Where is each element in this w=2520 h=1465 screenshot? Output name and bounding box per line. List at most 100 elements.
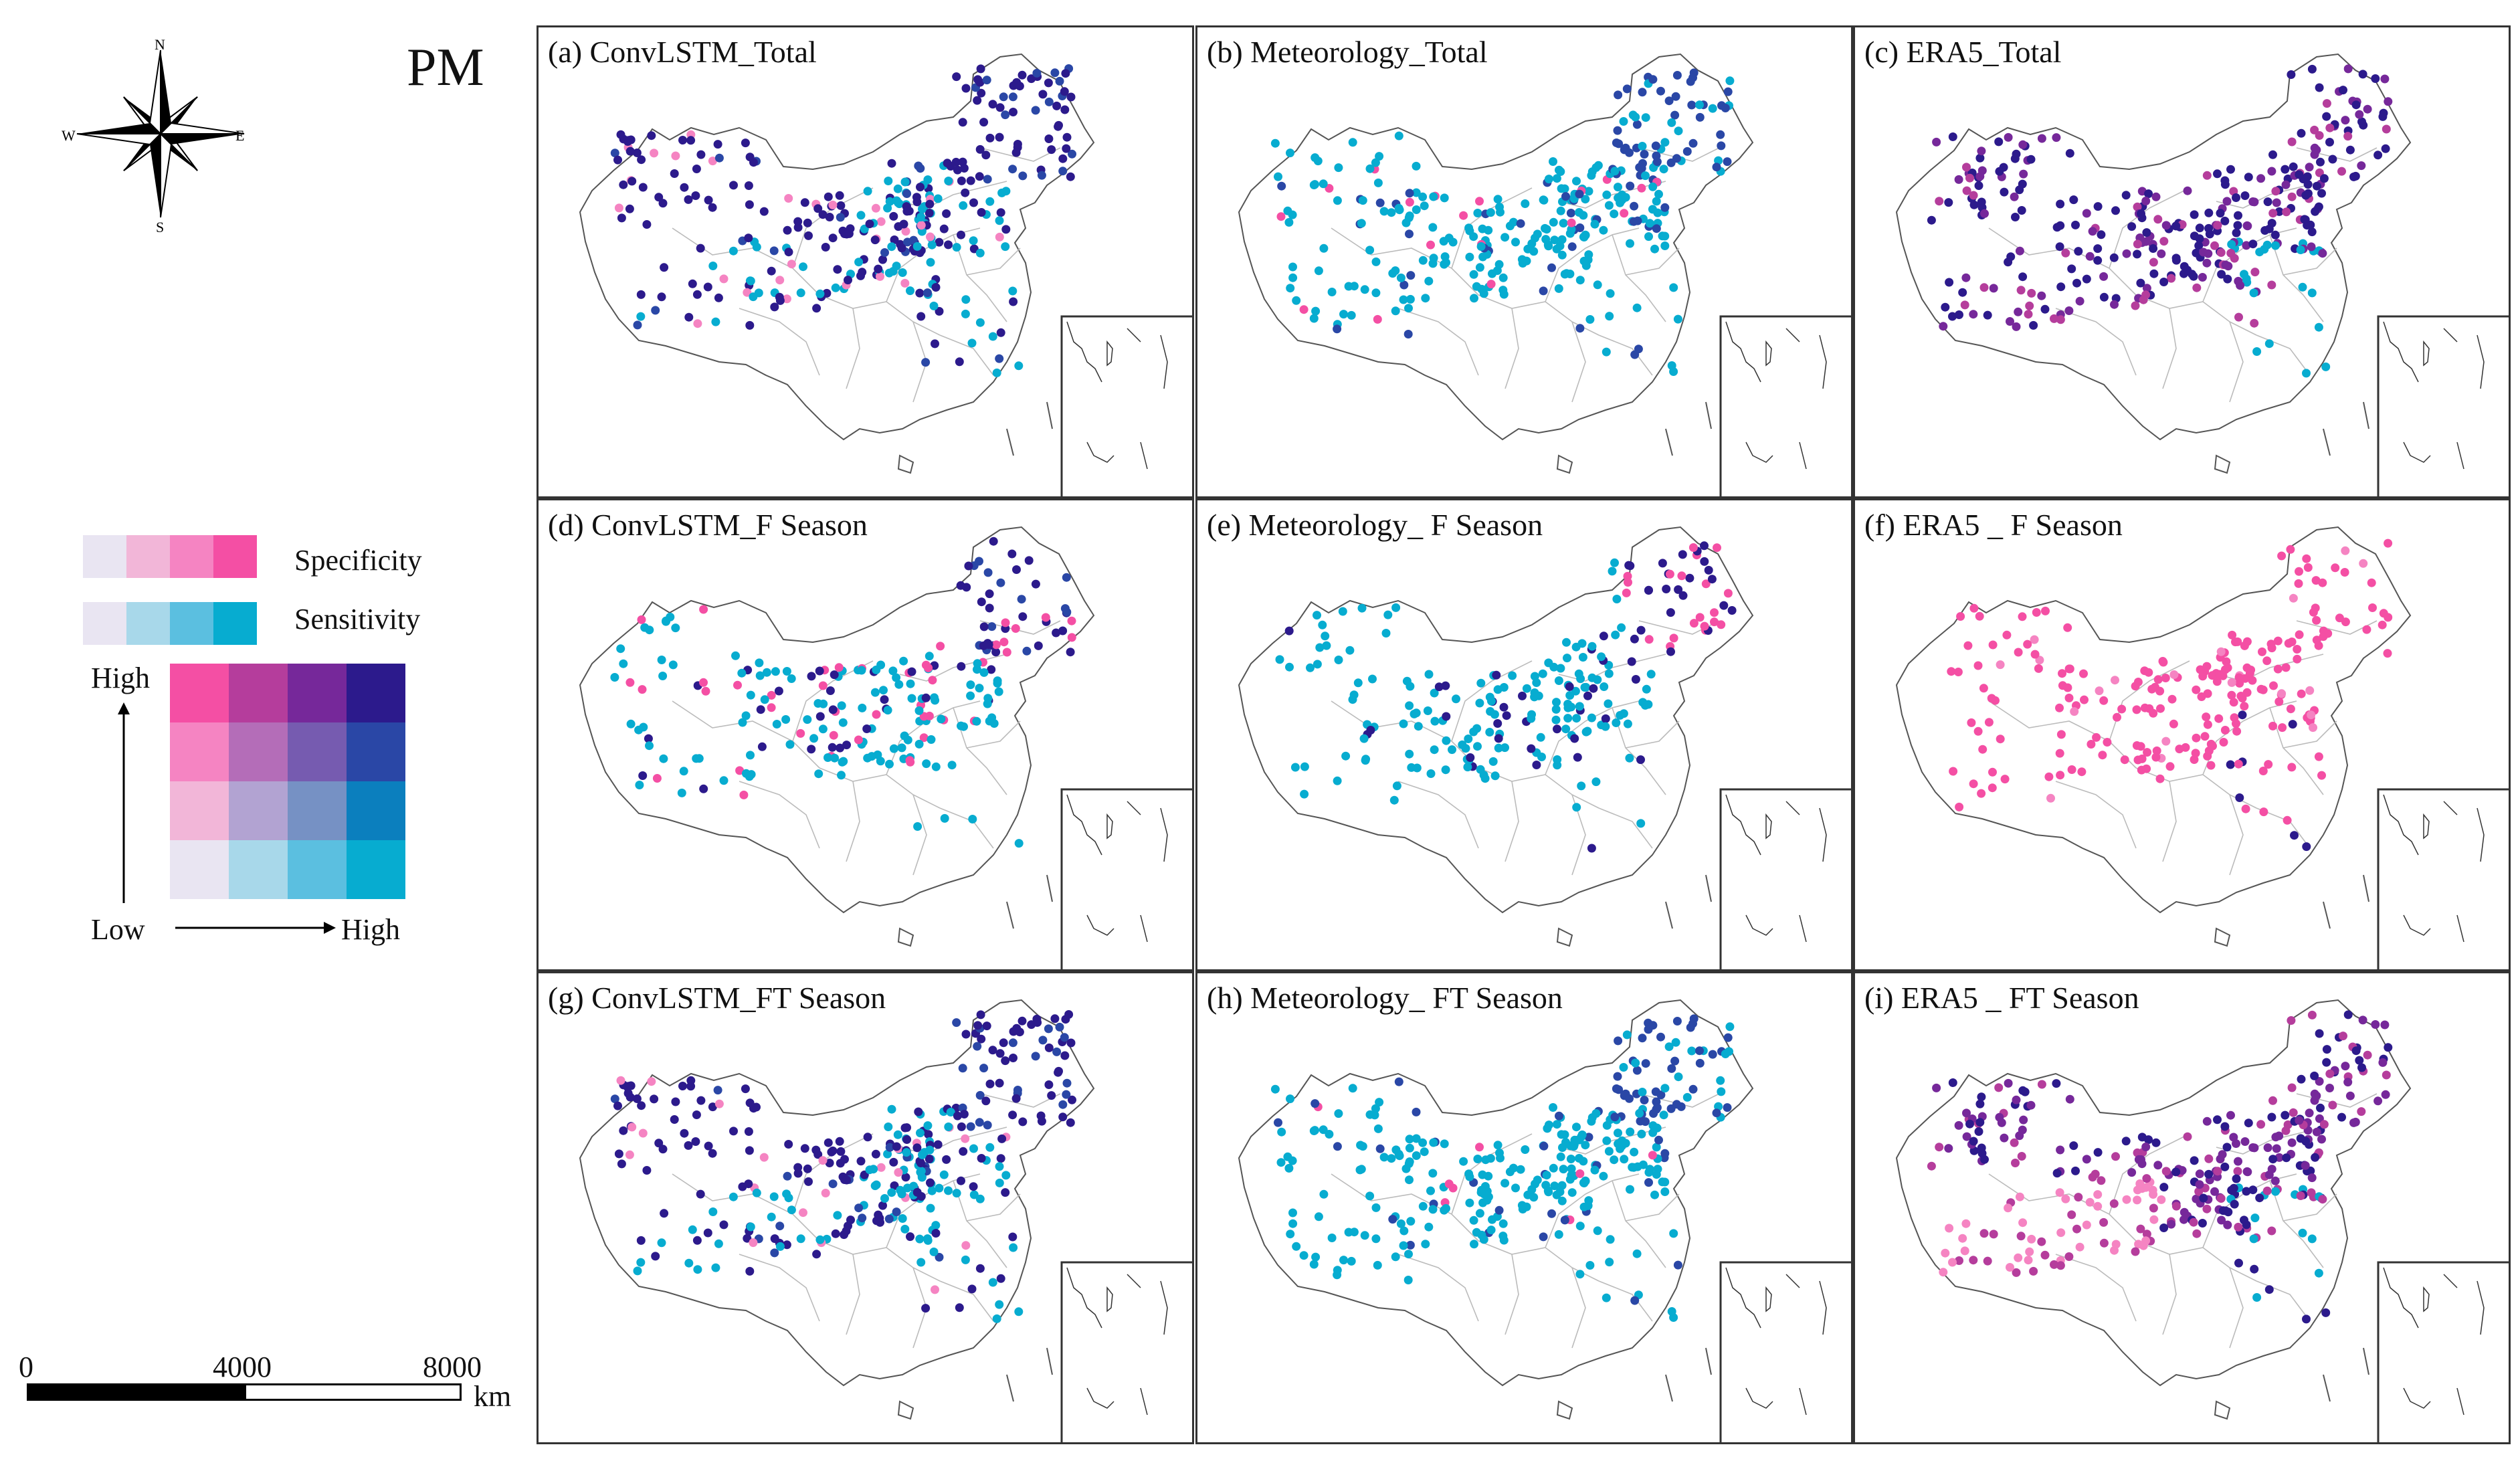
station-point bbox=[1566, 1155, 1575, 1163]
station-point bbox=[684, 1141, 693, 1150]
bivariate-cell bbox=[347, 722, 405, 781]
station-point bbox=[944, 177, 953, 185]
station-point bbox=[863, 1133, 872, 1142]
station-point bbox=[1406, 1240, 1415, 1250]
station-point bbox=[1590, 219, 1600, 229]
station-point bbox=[1614, 1129, 1622, 1138]
station-point bbox=[1044, 78, 1053, 88]
station-point bbox=[1652, 224, 1661, 233]
station-point bbox=[1465, 1198, 1474, 1207]
station-point bbox=[2227, 690, 2236, 700]
station-point bbox=[975, 1194, 985, 1203]
station-point bbox=[961, 295, 971, 304]
station-point bbox=[2349, 1118, 2358, 1127]
station-point bbox=[1015, 1028, 1024, 1037]
station-point bbox=[1555, 165, 1563, 175]
station-point bbox=[916, 221, 926, 230]
station-point bbox=[2250, 318, 2259, 328]
station-point bbox=[2070, 707, 2079, 716]
province-boundary bbox=[739, 781, 820, 849]
axis-high-y-label: High bbox=[91, 662, 150, 694]
station-point bbox=[1669, 283, 1678, 292]
station-point bbox=[2093, 244, 2103, 254]
station-point bbox=[916, 1258, 926, 1267]
station-point bbox=[2190, 1156, 2199, 1165]
station-point bbox=[1673, 1260, 1682, 1270]
station-point bbox=[731, 651, 740, 660]
station-point bbox=[1399, 295, 1408, 304]
station-point bbox=[1954, 175, 1963, 184]
station-point bbox=[610, 149, 619, 158]
station-point bbox=[1405, 189, 1414, 198]
station-point bbox=[2087, 740, 2096, 749]
station-point bbox=[1575, 189, 1584, 199]
station-point bbox=[1496, 207, 1505, 217]
station-point bbox=[2297, 1074, 2306, 1084]
station-point bbox=[1288, 273, 1298, 282]
station-point bbox=[976, 64, 985, 74]
station-point bbox=[813, 699, 823, 708]
station-point bbox=[2189, 1217, 2198, 1227]
station-point bbox=[1560, 270, 1569, 279]
station-point bbox=[2382, 1070, 2391, 1080]
station-point bbox=[2133, 202, 2142, 211]
station-point bbox=[2082, 274, 2091, 284]
station-point bbox=[2004, 258, 2013, 267]
station-point bbox=[2272, 198, 2281, 207]
station-point bbox=[1426, 769, 1436, 778]
station-point bbox=[1949, 767, 1958, 776]
china-map bbox=[1238, 53, 1851, 496]
station-point bbox=[729, 246, 738, 256]
station-point bbox=[2282, 1153, 2291, 1163]
station-point bbox=[1638, 1034, 1647, 1043]
station-point bbox=[1700, 541, 1709, 551]
station-point bbox=[1563, 654, 1571, 663]
station-point bbox=[1631, 675, 1640, 684]
station-point bbox=[815, 1235, 825, 1244]
station-point bbox=[1704, 565, 1713, 575]
station-point bbox=[1333, 776, 1342, 785]
station-point bbox=[2301, 1161, 2310, 1170]
station-point bbox=[995, 232, 1004, 241]
station-point bbox=[1013, 140, 1022, 149]
station-point bbox=[884, 177, 893, 185]
station-point bbox=[2322, 1045, 2331, 1054]
compass-west: W bbox=[62, 127, 76, 144]
station-point bbox=[1542, 1171, 1551, 1180]
station-point bbox=[828, 705, 838, 714]
station-point bbox=[1484, 225, 1493, 235]
station-point bbox=[1442, 736, 1451, 745]
station-point bbox=[2132, 741, 2141, 750]
station-point bbox=[2216, 647, 2226, 656]
station-point bbox=[1404, 1250, 1413, 1259]
station-point bbox=[1309, 1260, 1319, 1269]
station-point bbox=[2067, 765, 2076, 774]
station-point bbox=[2159, 658, 2168, 667]
station-point bbox=[2296, 246, 2305, 254]
station-point bbox=[922, 759, 931, 769]
station-point bbox=[921, 1304, 931, 1313]
station-point bbox=[985, 197, 995, 206]
station-point bbox=[1319, 1125, 1328, 1135]
station-point bbox=[2248, 1185, 2258, 1195]
station-point bbox=[1299, 1251, 1309, 1260]
station-point bbox=[1424, 276, 1434, 286]
station-point bbox=[1066, 172, 1075, 181]
station-point bbox=[1610, 558, 1619, 567]
station-point bbox=[2099, 292, 2109, 302]
station-point bbox=[647, 1077, 656, 1086]
station-point bbox=[914, 706, 924, 715]
station-point bbox=[969, 236, 978, 246]
province-boundary bbox=[1625, 720, 1680, 749]
province-boundary bbox=[1558, 1127, 1666, 1155]
station-point bbox=[818, 1156, 828, 1165]
station-point bbox=[2213, 1115, 2222, 1125]
station-point bbox=[2190, 210, 2199, 219]
station-point bbox=[1333, 324, 1342, 334]
station-point bbox=[1642, 684, 1651, 694]
station-point bbox=[1578, 653, 1587, 662]
station-point bbox=[1630, 350, 1640, 359]
station-point bbox=[2258, 767, 2268, 775]
province-boundary bbox=[1598, 807, 1653, 849]
station-point bbox=[1391, 1252, 1400, 1262]
